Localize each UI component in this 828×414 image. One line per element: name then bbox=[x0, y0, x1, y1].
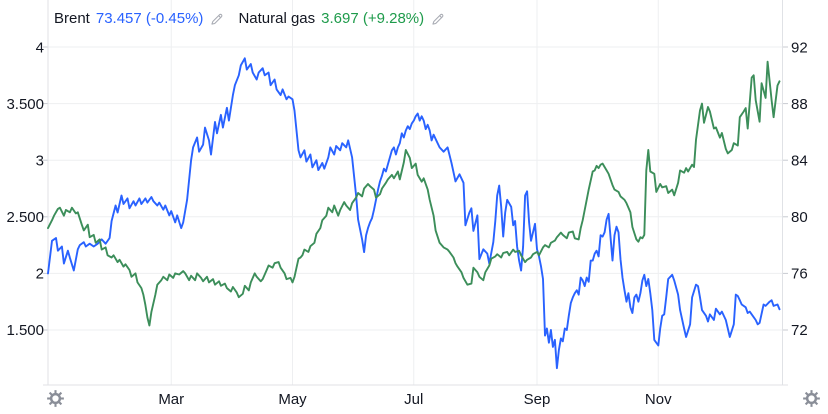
right-axis-label: 84 bbox=[791, 152, 808, 169]
x-axis-label: Nov bbox=[645, 391, 672, 408]
x-axis-label: Mar bbox=[158, 391, 184, 408]
left-axis-label: 2.500 bbox=[6, 209, 44, 226]
right-axis-label: 80 bbox=[791, 209, 808, 226]
left-axis-label: 2 bbox=[36, 266, 44, 283]
right-axis-label: 72 bbox=[791, 322, 808, 339]
left-axis-label: 3 bbox=[36, 152, 44, 169]
gear-icon bbox=[47, 390, 64, 407]
right-axis-label: 88 bbox=[791, 96, 808, 113]
pencil-icon bbox=[211, 13, 223, 25]
right-axis-label: 76 bbox=[791, 266, 808, 283]
gear-icon bbox=[803, 390, 820, 407]
x-axis-label: May bbox=[278, 391, 307, 408]
x-axis-label: Jul bbox=[404, 391, 423, 408]
legend-item-natural-gas[interactable]: Natural gas 3.697 (+9.28%) bbox=[238, 10, 431, 27]
x-axis-label: Sep bbox=[524, 391, 551, 408]
natural-gas-series-label: Natural gas bbox=[238, 10, 316, 27]
natural-gas-line-series bbox=[47, 60, 781, 327]
legend-item-brent[interactable]: Brent 73.457 (-0.45%) bbox=[54, 10, 210, 27]
left-axis-label: 1.500 bbox=[6, 322, 44, 339]
pencil-icon bbox=[432, 13, 444, 25]
settings-gear-icon-right[interactable] bbox=[802, 389, 821, 408]
brent-quote-value: 73.457 (-0.45%) bbox=[95, 10, 204, 27]
natural-gas-quote-value: 3.697 (+9.28%) bbox=[321, 10, 425, 27]
brent-series-label: Brent bbox=[54, 10, 90, 27]
left-axis-label: 3.500 bbox=[6, 96, 44, 113]
settings-gear-icon-left[interactable] bbox=[46, 389, 65, 408]
left-axis-label: 4 bbox=[36, 39, 44, 56]
right-axis-label: 92 bbox=[791, 39, 808, 56]
brent-edit-button[interactable] bbox=[210, 12, 224, 26]
chart-legend: Brent 73.457 (-0.45%) Natural gas 3.697 … bbox=[54, 10, 459, 27]
natural-gas-edit-button[interactable] bbox=[431, 12, 445, 26]
brent-line-series bbox=[47, 57, 781, 370]
